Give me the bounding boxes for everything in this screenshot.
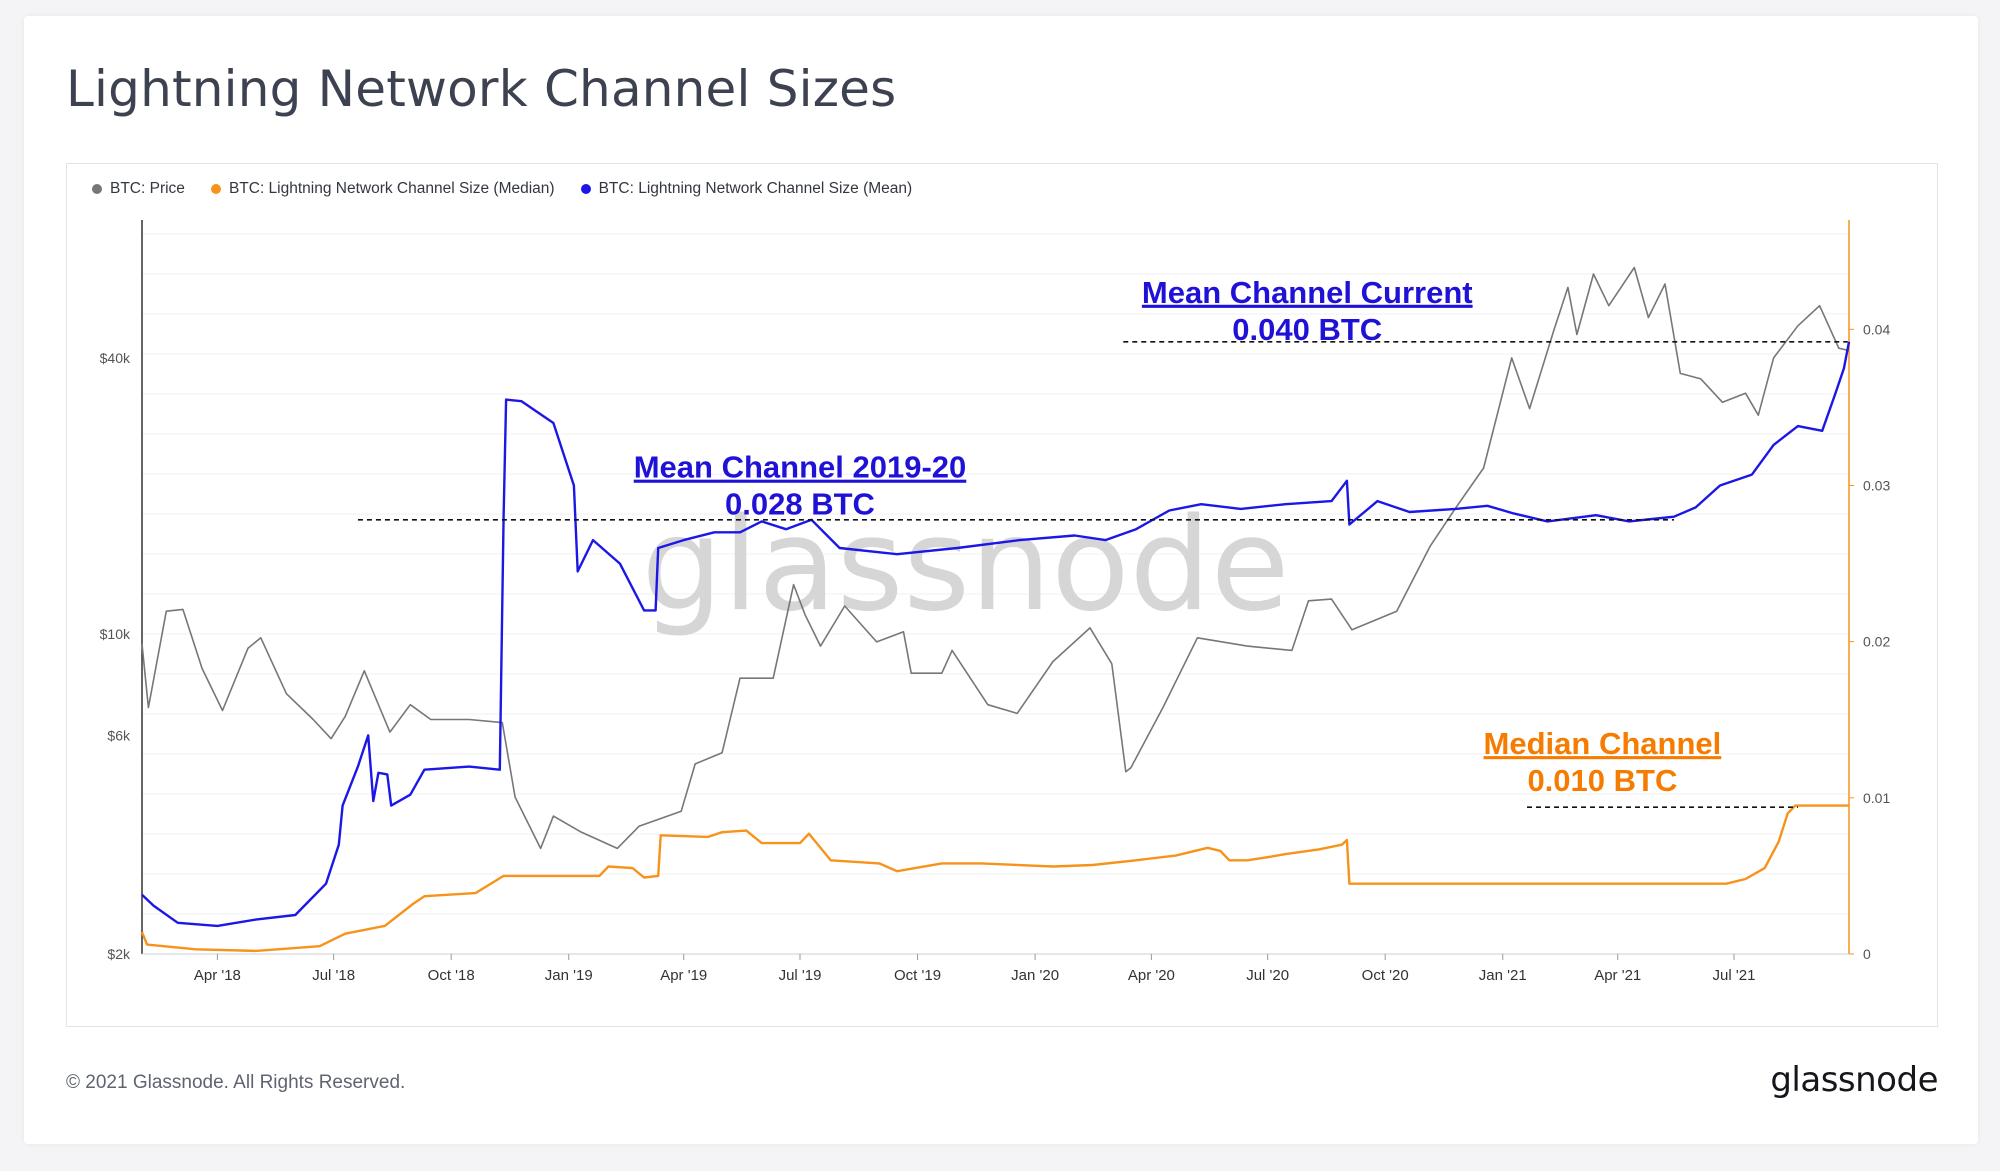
chart-area: glassnode $2k $6k $10k $40k 0 0.01 0.02 0.03 0.04… bbox=[100, 220, 1890, 984]
x-tick-label: Oct '18 bbox=[428, 967, 475, 984]
x-tick-label: Apr '20 bbox=[1128, 967, 1175, 984]
x-tick-label: Apr '18 bbox=[194, 967, 241, 984]
y-right-tick-label: 0.04 bbox=[1863, 321, 1890, 337]
x-tick-label: Jul '18 bbox=[312, 967, 355, 984]
x-tick-label: Oct '19 bbox=[894, 967, 941, 984]
x-tick-label: Jan '21 bbox=[1479, 967, 1527, 984]
annotation-median-text: 0.010 BTC bbox=[1527, 763, 1677, 798]
annotation-mean-current-text: Mean Channel Current bbox=[1142, 275, 1473, 310]
legend-dot-mean bbox=[580, 184, 591, 194]
median-series-line bbox=[140, 804, 1849, 953]
annotation-mean-current-text: 0.040 BTC bbox=[1232, 312, 1382, 347]
legend-item-price[interactable]: BTC: Price bbox=[92, 180, 185, 198]
footer-copyright: © 2021 Glassnode. All Rights Reserved. bbox=[66, 1072, 406, 1093]
legend-item-mean[interactable]: BTC: Lightning Network Channel Size (Mea… bbox=[580, 180, 913, 198]
annotation-mean-2019-20-text: 0.028 BTC bbox=[725, 487, 875, 522]
x-tick-label: Apr '19 bbox=[660, 967, 707, 984]
legend-label-mean: BTC: Lightning Network Channel Size (Mea… bbox=[598, 180, 913, 197]
page-title: Lightning Network Channel Sizes bbox=[66, 60, 897, 118]
chart-frame: glassnode $2k $6k $10k $40k 0 0.01 0.02 0.03 0.04… bbox=[66, 163, 1938, 1027]
x-tick-label: Jul '19 bbox=[779, 967, 822, 984]
y-left-tick-label: $40k bbox=[100, 350, 131, 366]
x-tick-label: Apr '21 bbox=[1594, 967, 1641, 984]
y-right-tick-label: 0.02 bbox=[1863, 634, 1890, 650]
footer-brand-logo: glassnode bbox=[1770, 1060, 1938, 1100]
y-left-tick-label: $2k bbox=[107, 946, 131, 962]
y-right-tick-label: 0.03 bbox=[1863, 477, 1890, 493]
y-right-tick-label: 0.01 bbox=[1863, 790, 1890, 806]
mean-series-line bbox=[141, 341, 1851, 928]
legend-item-median[interactable]: BTC: Lightning Network Channel Size (Med… bbox=[210, 180, 555, 198]
legend-dot-price bbox=[92, 184, 102, 194]
price-series-line bbox=[141, 266, 1850, 850]
x-tick-label: Jan '19 bbox=[545, 967, 593, 984]
watermark-text: glassnode bbox=[641, 491, 1289, 640]
chart-legend: BTC: Price BTC: Lightning Network Channe… bbox=[92, 180, 912, 198]
legend-dot-median bbox=[210, 184, 221, 194]
legend-label-price: BTC: Price bbox=[110, 180, 185, 197]
annotation-mean-2019-20-text: Mean Channel 2019-20 bbox=[634, 450, 967, 485]
x-tick-label: Jul '20 bbox=[1246, 967, 1289, 984]
x-tick-label: Oct '20 bbox=[1362, 967, 1409, 984]
legend-label-median: BTC: Lightning Network Channel Size (Med… bbox=[228, 180, 555, 197]
x-tick-label: Jul '21 bbox=[1713, 967, 1756, 984]
y-left-tick-label: $6k bbox=[107, 727, 131, 743]
y-left-tick-label: $10k bbox=[100, 626, 131, 642]
x-tick-label: Jan '20 bbox=[1011, 967, 1059, 984]
y-right-tick-label: 0 bbox=[1863, 946, 1871, 962]
annotation-median-text: Median Channel bbox=[1484, 726, 1722, 761]
